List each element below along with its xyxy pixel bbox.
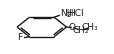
Text: HCl: HCl: [67, 9, 83, 18]
Text: O: O: [68, 23, 75, 32]
Text: CH₃: CH₃: [81, 23, 97, 32]
Text: F: F: [17, 33, 22, 42]
Text: NH: NH: [60, 9, 73, 18]
Text: 2: 2: [66, 12, 70, 18]
Text: CH₂: CH₂: [72, 26, 88, 35]
